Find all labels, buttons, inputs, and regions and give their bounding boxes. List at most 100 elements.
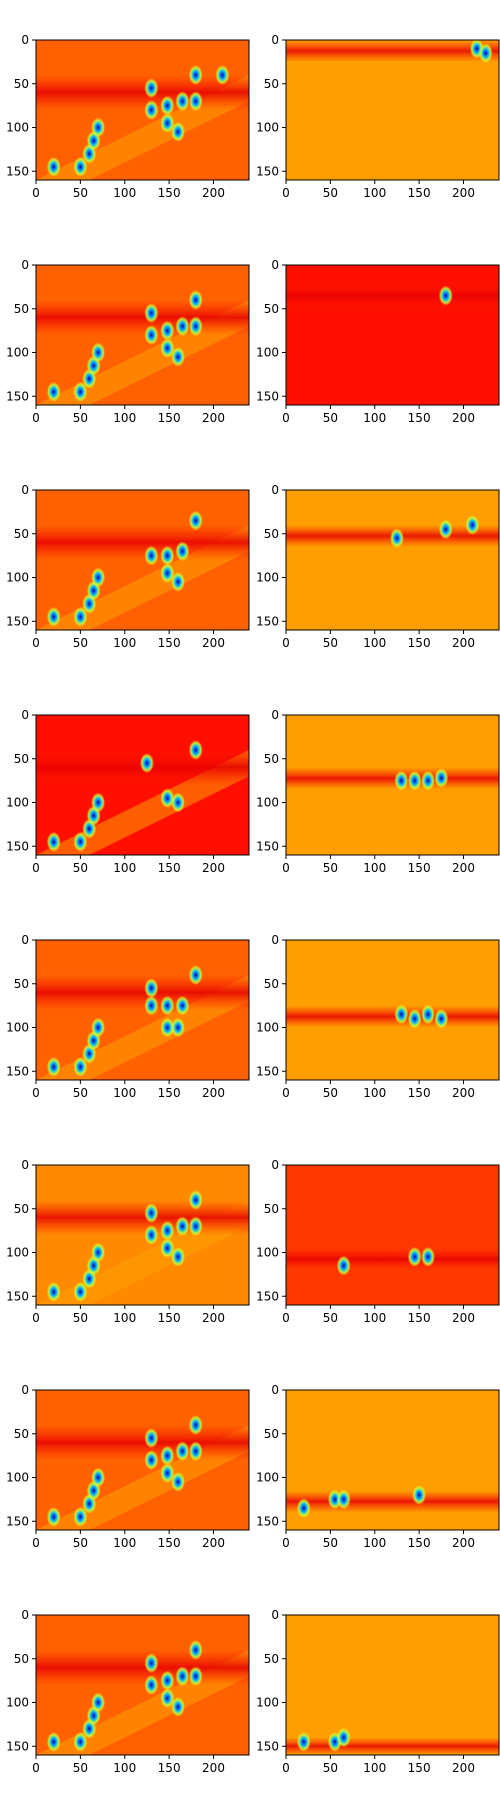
heatmap-panel: 0 50 100 150 200 0 50 100 150 (6, 33, 250, 200)
heatmap-blob (336, 1489, 351, 1510)
heatmap-blob (389, 528, 404, 549)
heatmap-band (286, 1737, 499, 1755)
y-tick-label: 150 (6, 1289, 29, 1303)
heatmap-blob (175, 91, 190, 112)
x-tick-label: 200 (202, 186, 225, 200)
y-tick-label: 50 (14, 527, 29, 541)
heatmap-blob (91, 1017, 106, 1038)
x-tick-label: 50 (73, 1761, 88, 1775)
heatmap-panel: 0 50 100 150 200 0 50 100 150 (6, 258, 250, 425)
x-tick-label: 100 (363, 186, 386, 200)
heatmap-panel: 0 50 100 150 200 0 50 100 150 (256, 258, 500, 425)
heatmap-band (286, 1248, 499, 1270)
heatmap-blob (91, 117, 106, 138)
y-tick-label: 150 (6, 1064, 29, 1078)
heatmap-blob (394, 770, 409, 791)
heatmap-panel: 0 50 100 150 200 0 50 100 150 (256, 708, 500, 875)
y-tick-label: 100 (256, 1696, 279, 1710)
heatmap-blob (175, 1216, 190, 1237)
y-tick-label: 150 (6, 1739, 29, 1753)
x-tick-label: 150 (158, 411, 181, 425)
heatmap-blob (407, 1008, 422, 1029)
axes-frame (35, 939, 250, 1081)
x-tick-label: 100 (113, 1311, 136, 1325)
axes-frame (285, 1164, 500, 1306)
y-tick-label: 0 (271, 933, 279, 947)
x-tick-label: 150 (408, 1761, 431, 1775)
x-tick-label: 50 (323, 186, 338, 200)
y-tick-label: 150 (256, 839, 279, 853)
heatmap-blob (160, 95, 175, 116)
heatmap-panel: 0 50 100 150 200 0 50 100 150 (6, 1383, 250, 1550)
y-tick-label: 50 (14, 752, 29, 766)
x-tick-label: 150 (408, 861, 431, 875)
heatmap-blob (144, 1675, 159, 1695)
heatmap-blob (296, 1731, 311, 1752)
heatmap-blob (296, 1498, 311, 1519)
y-tick-label: 100 (6, 1021, 29, 1035)
heatmap-blob (160, 1463, 175, 1484)
heatmap-blob (188, 290, 203, 310)
x-tick-label: 100 (113, 411, 136, 425)
axes-frame (285, 264, 500, 406)
x-tick-label: 150 (408, 186, 431, 200)
x-tick-label: 100 (113, 1536, 136, 1550)
axes-frame (285, 1614, 500, 1756)
x-tick-label: 150 (408, 411, 431, 425)
y-tick-label: 150 (256, 1289, 279, 1303)
heatmap-blob (73, 1731, 88, 1752)
heatmap-band (36, 525, 249, 560)
heatmap-blob (160, 563, 175, 584)
heatmap-blob (478, 43, 493, 64)
y-tick-label: 0 (21, 933, 29, 947)
y-tick-label: 150 (6, 1514, 29, 1528)
y-tick-label: 150 (256, 164, 279, 178)
x-tick-label: 0 (32, 411, 40, 425)
y-tick-label: 0 (21, 483, 29, 497)
heatmap-blob (434, 1008, 449, 1029)
heatmap-blob (160, 545, 175, 566)
x-tick-label: 200 (452, 1086, 475, 1100)
y-tick-label: 100 (6, 1696, 29, 1710)
x-tick-label: 150 (158, 1086, 181, 1100)
x-tick-label: 200 (202, 411, 225, 425)
y-tick-label: 0 (271, 708, 279, 722)
heatmap-blob (73, 831, 88, 852)
x-tick-label: 50 (73, 186, 88, 200)
x-tick-label: 200 (452, 1536, 475, 1550)
x-tick-label: 50 (323, 1761, 338, 1775)
heatmap-blob (144, 978, 159, 999)
axes-frame (35, 264, 250, 406)
heatmap-blob (434, 768, 449, 788)
heatmap-blob (91, 792, 106, 813)
heatmap-blob (144, 1225, 159, 1245)
heatmap-blob (336, 1255, 351, 1276)
heatmap-blob (144, 1203, 159, 1224)
x-tick-label: 100 (363, 411, 386, 425)
axes-frame (285, 939, 500, 1081)
heatmap-band (36, 1650, 249, 1685)
x-tick-label: 0 (282, 636, 290, 650)
heatmap-blob (160, 788, 175, 809)
heatmap-blob (73, 1056, 88, 1077)
heatmap-blob (46, 831, 61, 852)
y-tick-label: 100 (6, 796, 29, 810)
y-tick-label: 100 (256, 346, 279, 360)
y-tick-label: 150 (6, 389, 29, 403)
y-tick-label: 150 (256, 389, 279, 403)
x-tick-label: 200 (452, 861, 475, 875)
y-tick-label: 100 (256, 121, 279, 135)
y-tick-label: 50 (14, 1427, 29, 1441)
x-tick-label: 0 (282, 411, 290, 425)
x-tick-label: 150 (158, 636, 181, 650)
heatmap-blob (188, 1415, 203, 1435)
heatmap-panel: 0 50 100 150 200 0 50 100 150 (256, 1158, 500, 1325)
x-tick-label: 0 (282, 186, 290, 200)
heatmap-band (286, 767, 499, 790)
heatmap-blob (144, 100, 159, 120)
x-tick-label: 50 (73, 1086, 88, 1100)
x-tick-label: 200 (452, 636, 475, 650)
heatmap-panel: 0 50 100 150 200 0 50 100 150 (6, 708, 250, 875)
heatmap-blob (160, 1238, 175, 1259)
